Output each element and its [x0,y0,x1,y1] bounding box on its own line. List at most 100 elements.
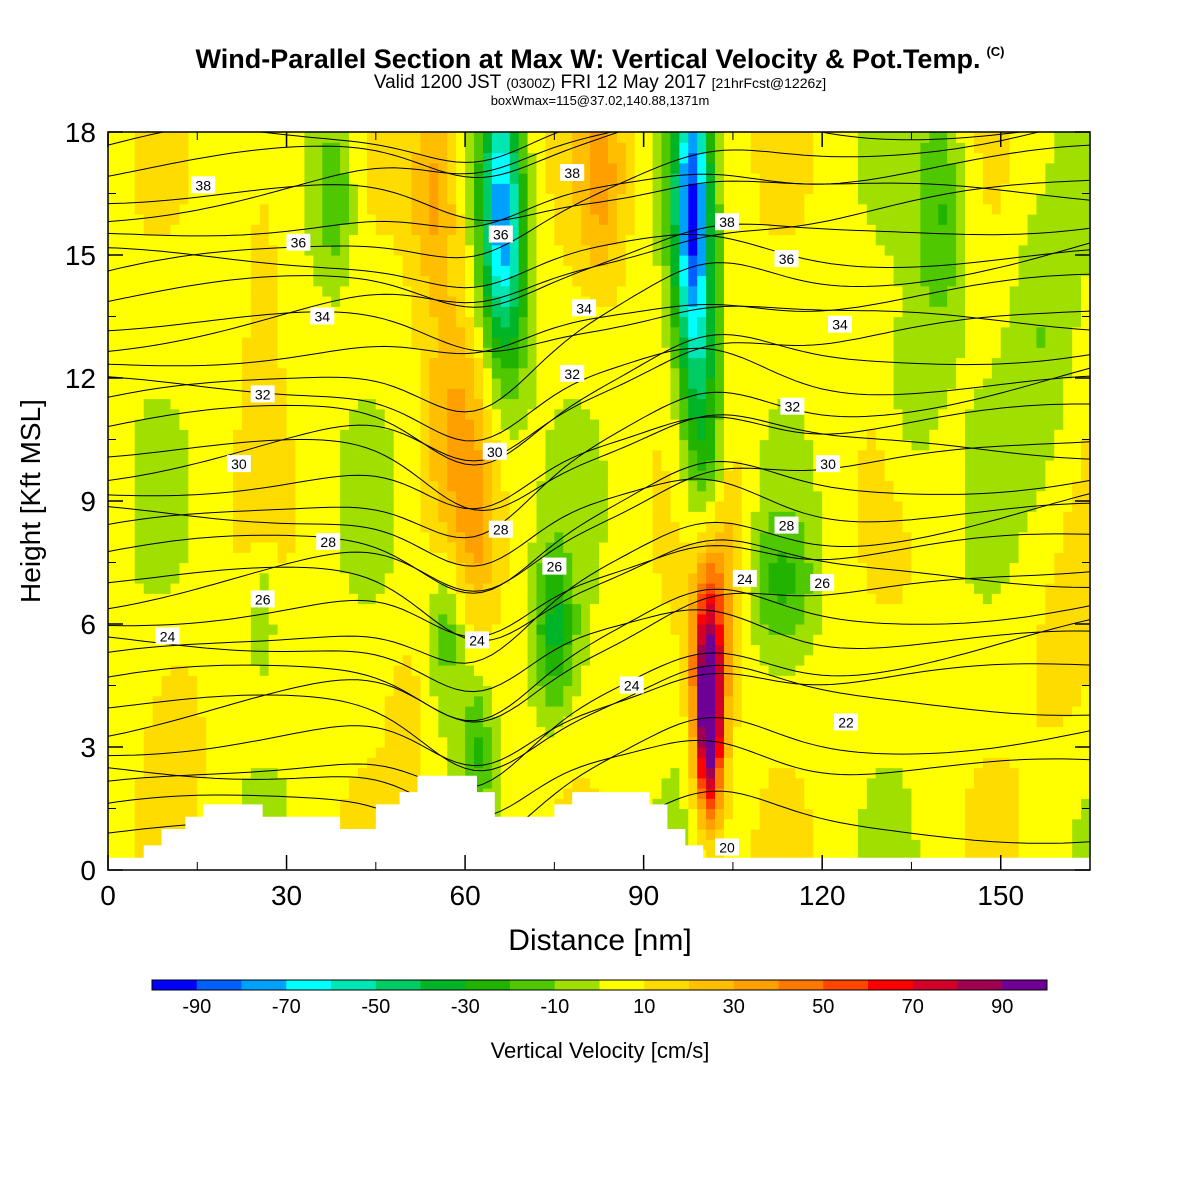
velocity-cell [108,265,118,277]
velocity-cell [375,716,386,728]
velocity-cell [375,747,386,758]
velocity-cell [482,326,493,338]
velocity-cell [313,767,323,779]
velocity-cell [357,562,368,574]
velocity-cell [224,593,234,605]
velocity-cell [643,419,654,430]
velocity-cell [447,665,457,676]
velocity-cell [563,183,573,195]
velocity-cell [518,224,529,236]
velocity-cell [581,542,591,553]
velocity-cell [197,675,207,687]
velocity-cell [500,296,511,307]
velocity-cell [500,173,511,184]
velocity-cell [215,142,225,154]
velocity-cell [518,808,529,820]
velocity-cell [438,726,448,738]
velocity-cell [607,665,618,676]
velocity-cell [581,603,591,615]
velocity-cell [197,613,207,625]
velocity-cell [590,316,600,328]
velocity-cell [232,429,243,441]
velocity-cell [438,767,448,779]
velocity-cell [456,603,466,615]
velocity-cell [590,695,600,707]
velocity-cell [143,224,154,236]
velocity-cell [259,449,270,461]
velocity-cell [161,665,172,676]
velocity-cell [500,337,511,348]
velocity-cell [643,757,654,769]
velocity-cell [688,808,698,820]
velocity-cell [250,244,261,256]
velocity-cell [465,511,475,523]
velocity-cell [491,173,502,184]
velocity-cell [402,521,413,533]
velocity-cell [161,378,172,389]
velocity-cell [152,726,163,738]
velocity-cell [366,695,377,707]
velocity-cell [313,788,323,799]
velocity-cell [357,306,368,318]
velocity-cell [679,572,689,584]
velocity-cell [429,624,439,635]
velocity-cell [393,183,404,195]
velocity-cell [384,306,395,318]
velocity-cell [179,367,189,379]
velocity-cell [366,460,377,471]
velocity-cell [313,747,323,758]
velocity-cell [116,306,127,318]
velocity-cell [581,214,591,225]
velocity-cell [134,542,145,553]
velocity-cell [259,193,270,205]
velocity-cell [634,244,645,256]
velocity-cell [366,449,377,461]
velocity-cell [554,757,564,769]
velocity-cell [224,716,234,728]
velocity-cell [572,429,582,441]
velocity-cell [536,408,547,420]
velocity-cell [438,337,448,348]
velocity-cell [697,634,707,646]
velocity-cell [715,747,725,758]
velocity-cell [357,583,368,594]
velocity-cell [670,583,680,594]
velocity-cell [277,285,288,297]
velocity-cell [143,152,154,164]
velocity-cell [563,265,573,277]
velocity-cell [411,521,422,533]
velocity-cell [518,644,529,656]
velocity-cell [170,726,181,738]
velocity-cell [259,460,270,471]
velocity-cell [599,326,609,338]
velocity-cell [581,388,591,400]
velocity-cell [679,378,689,389]
velocity-cell [670,572,680,584]
velocity-cell [286,265,297,277]
velocity-cell [456,583,466,594]
velocity-cell [518,521,529,533]
velocity-cell [357,757,368,769]
velocity-cell [170,398,181,410]
velocity-cell [563,788,573,799]
velocity-cell [599,142,609,154]
velocity-cell [161,183,172,195]
velocity-cell [697,234,707,246]
velocity-cell [268,685,279,697]
velocity-cell [250,255,261,266]
velocity-cell [188,665,198,676]
velocity-cell [616,132,627,143]
velocity-cell [143,337,154,348]
velocity-cell [688,572,698,584]
velocity-cell [706,183,716,195]
velocity-cell [241,439,252,451]
velocity-cell [599,224,609,236]
velocity-cell [536,265,547,277]
velocity-cell [482,367,493,379]
velocity-cell [563,511,573,523]
velocity-cell [215,521,225,533]
velocity-cell [706,132,716,143]
velocity-cell [349,531,359,543]
velocity-cell [152,531,163,543]
velocity-cell [563,777,573,789]
